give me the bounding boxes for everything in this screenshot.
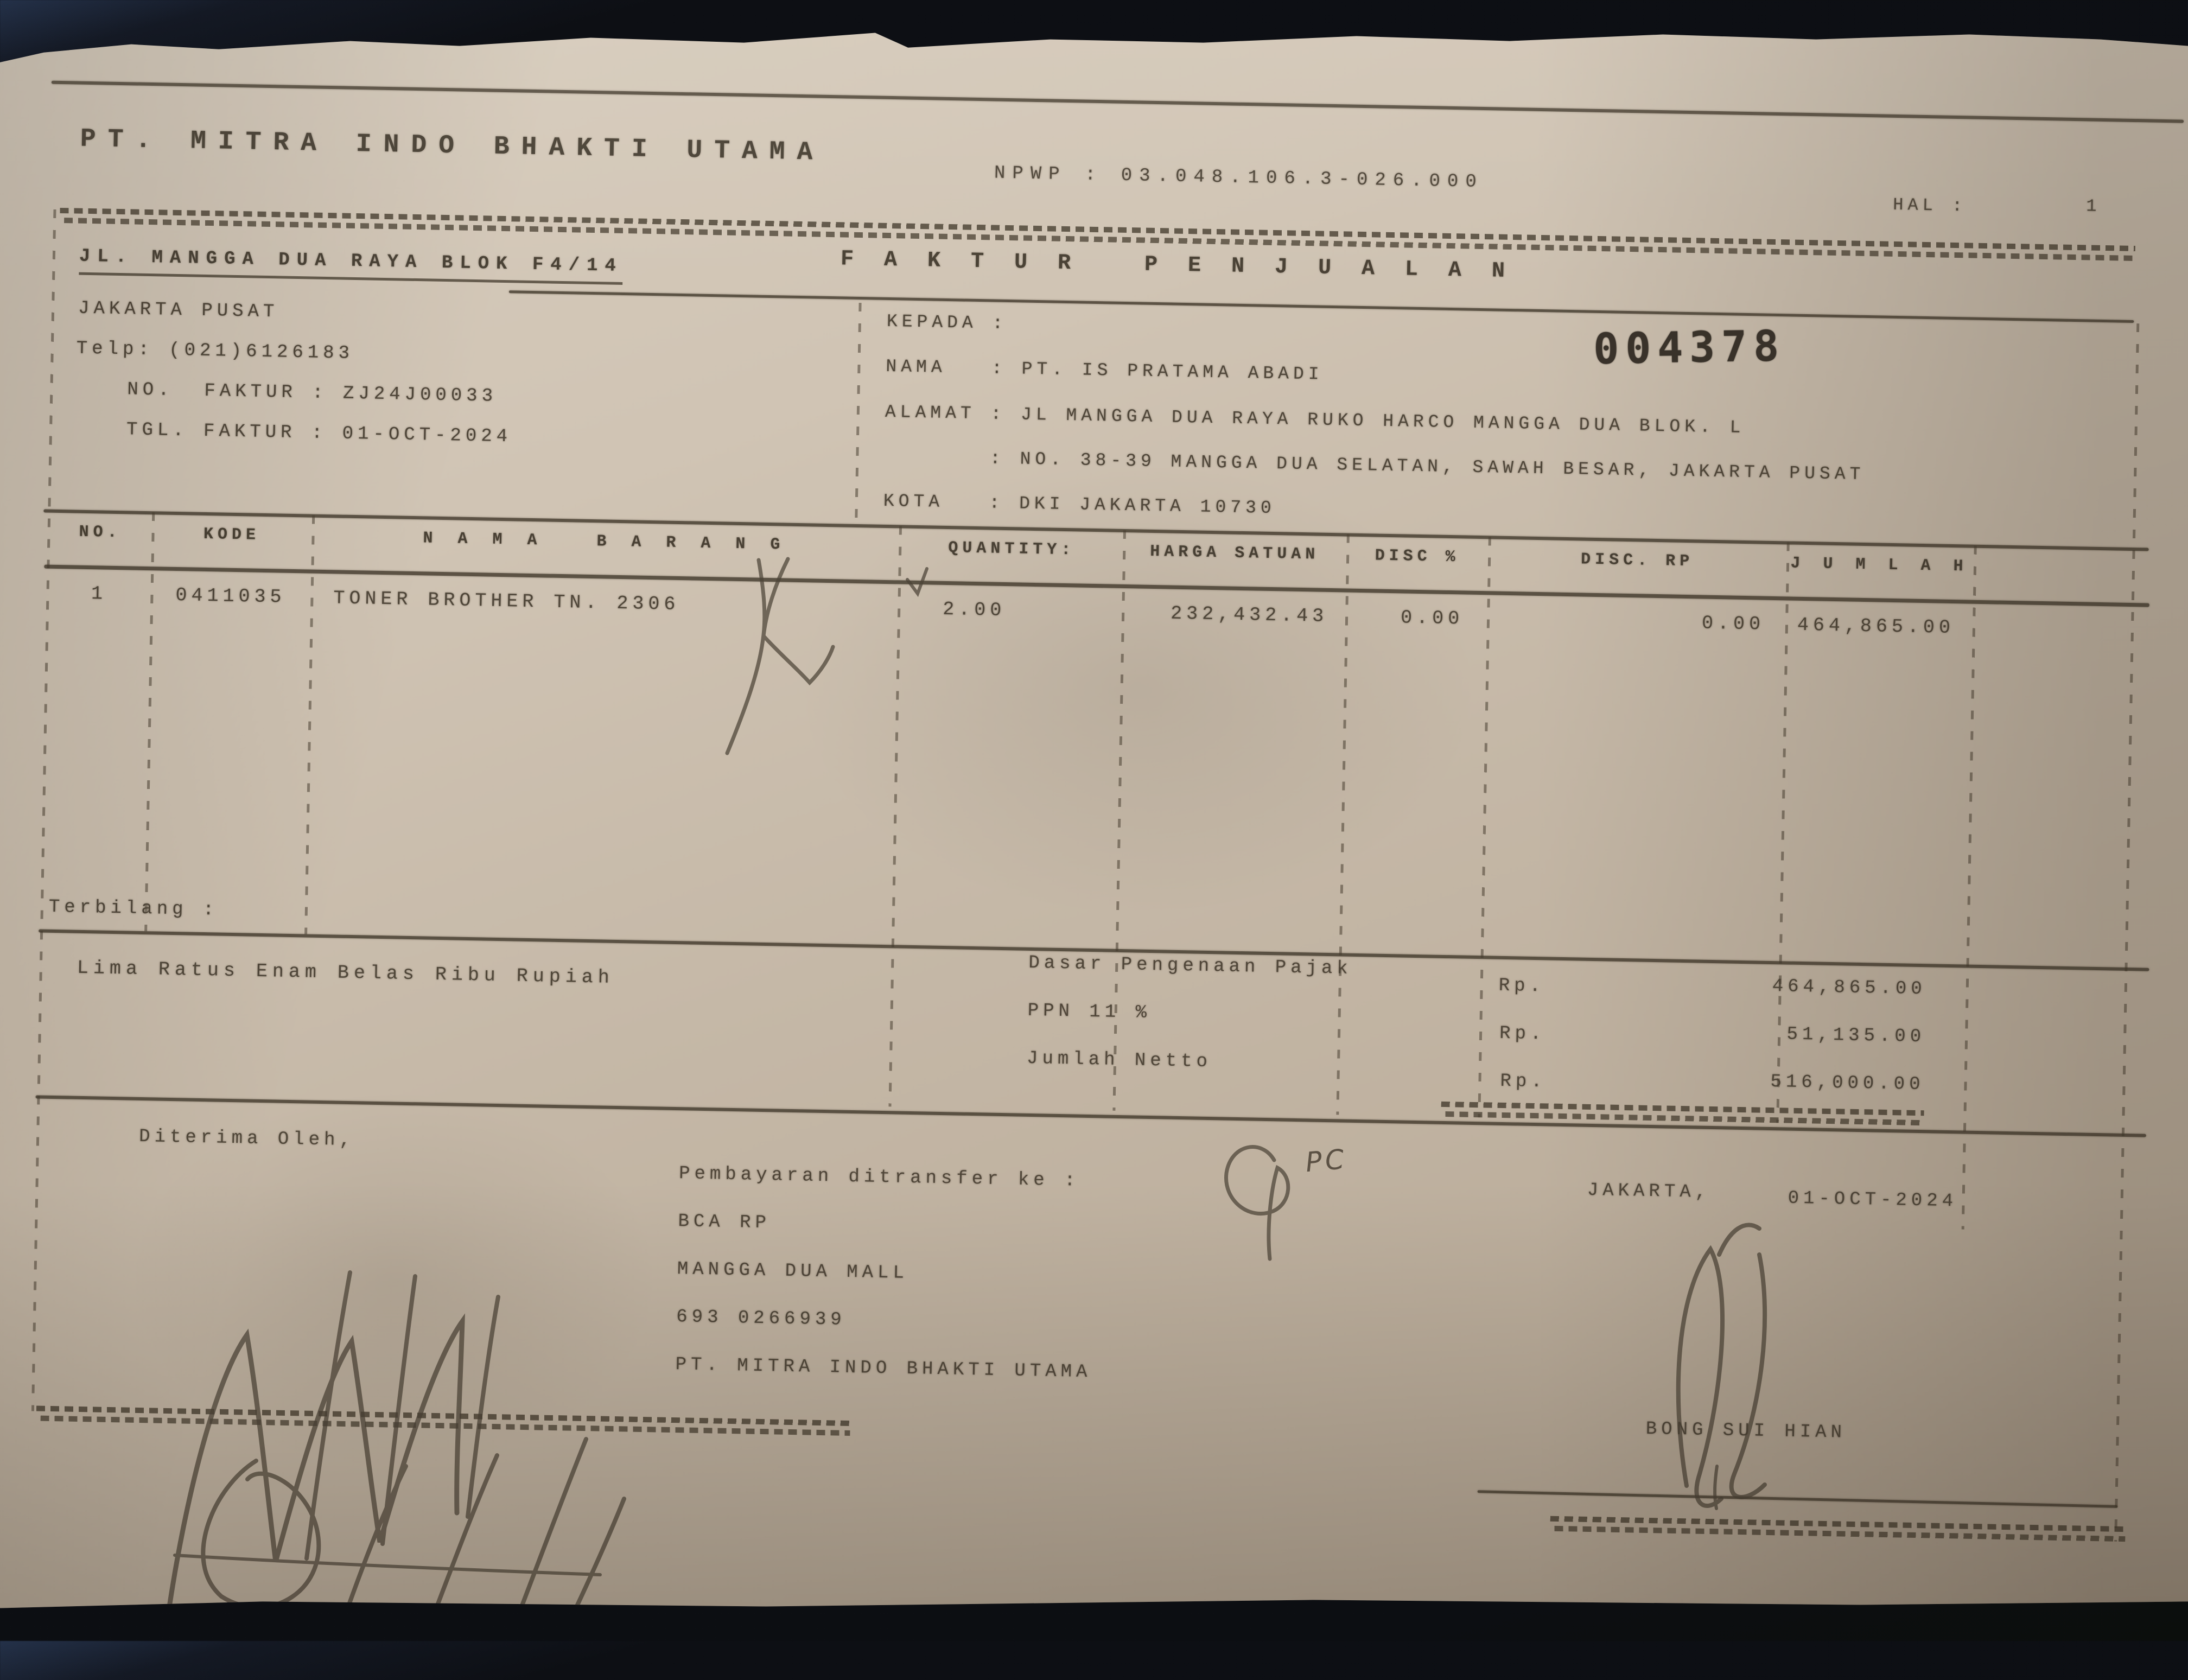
- customer-name-line: NAMA : PT. IS PRATAMA ABADI: [886, 356, 1324, 385]
- pc-annotation: PC: [1304, 1143, 1349, 1179]
- total-amount-netto: 516,000.00: [1770, 1072, 1925, 1096]
- invoice-number-line: NO. FAKTUR : ZJ24J00033: [127, 379, 498, 407]
- col-header-nama-barang: N A M A B A R A N G: [423, 529, 788, 555]
- payment-line-title: Pembayaran ditransfer ke :: [678, 1163, 1080, 1192]
- customer-address-line-2: : NO. 38-39 MANGGA DUA SELATAN, SAWAH BE…: [884, 446, 1865, 485]
- col-header-disc-rp: DISC. RP: [1580, 550, 1694, 571]
- invoice-serial-stamp: 004378: [1593, 322, 1786, 374]
- right-page-border: [2114, 323, 2140, 1542]
- row-kode: 0411035: [175, 584, 286, 608]
- payment-line-company: PT. MITRA INDO BHAKTI UTAMA: [675, 1354, 1092, 1383]
- col-header-harga-satuan: HARGA SATUAN: [1149, 542, 1320, 564]
- col-divider-kode-nama: [304, 515, 315, 934]
- col-header-quantity: QUANTITY:: [948, 539, 1076, 560]
- total-amount-dpp: 464,865.00: [1772, 976, 1927, 1000]
- row-disc-rp: 0.00: [1701, 612, 1765, 635]
- terbilang-label: Terbilang :: [48, 896, 219, 921]
- top-border-rule: [51, 80, 2184, 123]
- col-header-disc-pct: DISC %: [1375, 546, 1460, 567]
- col-divider-nama-qty: [888, 526, 902, 1107]
- invoice-paper: PT. MITRA INDO BHAKTI UTAMA NPWP : 03.04…: [0, 33, 2188, 1608]
- place-label: JAKARTA,: [1587, 1180, 1711, 1204]
- received-by-label: Diterima Oleh,: [138, 1126, 355, 1151]
- seller-phone: Telp: (021)6126183: [76, 338, 354, 364]
- col-header-no: NO.: [79, 523, 122, 543]
- page-number: 1: [2085, 196, 2101, 217]
- terbilang-text: Lima Ratus Enam Belas Ribu Rupiah: [77, 957, 615, 989]
- signer-name: BONG SUI HIAN: [1645, 1418, 1847, 1443]
- row-harga-satuan: 232,432.43: [1170, 602, 1328, 627]
- total-amount-ppn: 51,135.00: [1786, 1024, 1926, 1048]
- total-currency-dpp: Rp.: [1498, 975, 1545, 997]
- col-header-jumlah: J U M L A H: [1790, 554, 1970, 576]
- customer-city-line: KOTA : DKI JAKARTA 10730: [883, 491, 1276, 519]
- seller-address: JL. MANGGA DUA RAYA BLOK F4/14: [79, 246, 623, 285]
- seller-city: JAKARTA PUSAT: [78, 298, 279, 323]
- col-divider-no-kode: [144, 512, 155, 932]
- customer-address-line-1: ALAMAT : JL MANGGA DUA RAYA RUKO HARCO M…: [885, 402, 1745, 438]
- photo-background: PT. MITRA INDO BHAKTI UTAMA NPWP : 03.04…: [0, 33, 2188, 1608]
- table-right-border: [1961, 545, 1977, 1230]
- payment-line-branch: MANGGA DUA MALL: [677, 1259, 909, 1284]
- payment-line-account: 693 0266939: [676, 1307, 847, 1331]
- title-underline: [508, 290, 2134, 323]
- total-currency-netto: Rp.: [1500, 1071, 1547, 1093]
- invoice-date-line: TGL. FAKTUR : 01-OCT-2024: [126, 419, 512, 448]
- row-no: 1: [91, 583, 107, 605]
- date-label: 01-OCT-2024: [1788, 1188, 1958, 1212]
- row-disc-pct: 0.00: [1400, 607, 1464, 630]
- left-page-border: [31, 209, 56, 1411]
- col-header-kode: KODE: [203, 525, 260, 545]
- bottom-left-dashes: [36, 1405, 850, 1437]
- npwp-number: NPWP : 03.048.106.3-026.000: [994, 163, 1484, 193]
- signer-line: [1477, 1490, 2118, 1508]
- row-jumlah: 464,865.00: [1797, 614, 1955, 639]
- signer-underline-dashes: [1550, 1516, 2126, 1543]
- total-label-ppn: PPN 11 %: [1027, 1000, 1152, 1024]
- total-currency-ppn: Rp.: [1499, 1023, 1546, 1045]
- total-label-dpp: Dasar Pengenaan Pajak: [1028, 952, 1353, 979]
- kepada-divider: [855, 302, 862, 523]
- payment-line-bank: BCA RP: [678, 1211, 771, 1234]
- company-name: PT. MITRA INDO BHAKTI UTAMA: [80, 124, 825, 168]
- row-nama-barang: TONER BROTHER TN. 2306: [333, 587, 680, 616]
- document-title: F A K T U R P E N J U A L A N: [840, 247, 1514, 284]
- total-label-netto: Jumlah Netto: [1026, 1048, 1212, 1073]
- kepada-label: KEPADA :: [886, 311, 1008, 334]
- page-label: HAL :: [1892, 194, 1967, 217]
- row-quantity: 2.00: [942, 598, 1006, 622]
